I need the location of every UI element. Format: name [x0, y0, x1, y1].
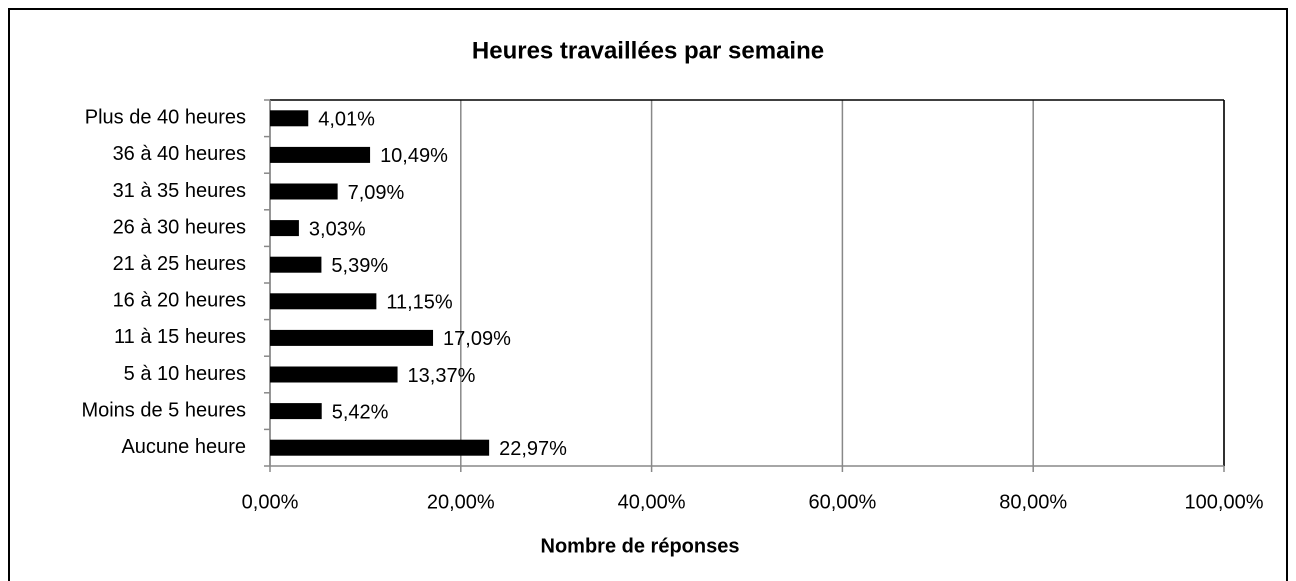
bar	[270, 439, 490, 456]
y-tick-label: 31 à 35 heures	[113, 180, 246, 202]
y-tick-label: Aucune heure	[121, 436, 246, 458]
y-tick-label: 26 à 30 heures	[113, 216, 246, 238]
bar	[270, 403, 322, 420]
value-label: 5,42%	[332, 401, 389, 423]
y-tick-label: 36 à 40 heures	[113, 143, 246, 165]
y-tick-label: Plus de 40 heures	[85, 107, 246, 129]
value-label: 22,97%	[499, 438, 567, 460]
x-tick-label: 80,00%	[999, 491, 1067, 513]
x-tick-label: 20,00%	[427, 491, 495, 513]
value-label: 13,37%	[408, 365, 476, 387]
value-label: 11,15%	[386, 292, 453, 314]
bar	[270, 366, 398, 383]
x-tick-label: 100,00%	[1185, 491, 1264, 513]
value-label: 5,39%	[331, 255, 388, 277]
bar	[270, 256, 322, 273]
x-tick-label: 0,00%	[242, 491, 299, 513]
value-label: 4,01%	[318, 109, 375, 131]
chart-frame	[8, 8, 1288, 581]
value-label: 17,09%	[443, 328, 511, 350]
bar	[270, 329, 434, 346]
bar	[270, 293, 377, 310]
y-tick-label: 16 à 20 heures	[113, 290, 246, 312]
x-tick-label: 60,00%	[808, 491, 876, 513]
value-label: 7,09%	[348, 182, 405, 204]
bar	[270, 220, 299, 237]
bar	[270, 110, 309, 127]
y-tick-label: 11 à 15 heures	[114, 326, 246, 348]
x-tick-label: 40,00%	[618, 491, 686, 513]
value-label: 3,03%	[309, 218, 366, 240]
chart-title: Heures travaillées par semaine	[472, 37, 824, 64]
y-tick-label: 5 à 10 heures	[124, 363, 246, 385]
y-tick-label: Moins de 5 heures	[81, 399, 246, 421]
bar	[270, 146, 371, 163]
x-axis-label: Nombre de réponses	[541, 535, 740, 557]
value-label: 10,49%	[380, 145, 448, 167]
y-tick-label: 21 à 25 heures	[113, 253, 246, 275]
bar	[270, 183, 338, 200]
